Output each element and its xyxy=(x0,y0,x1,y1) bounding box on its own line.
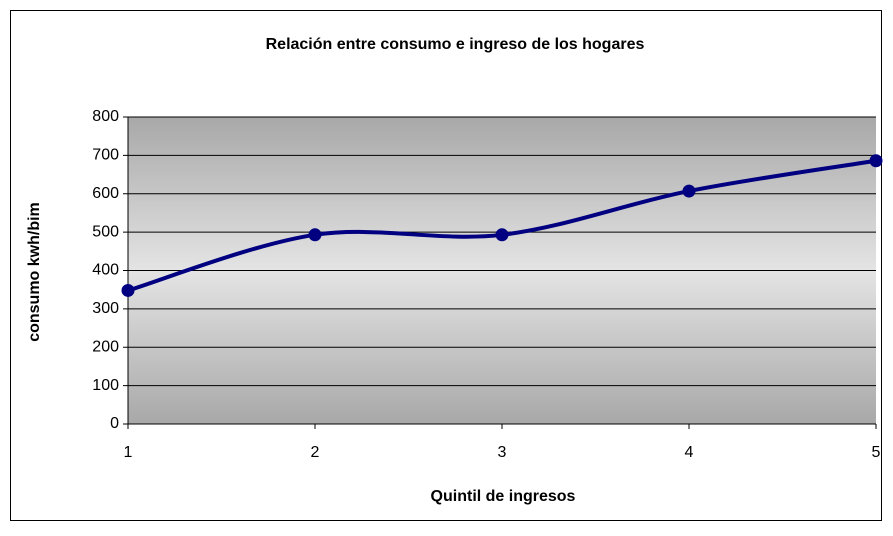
y-tick-label: 800 xyxy=(92,108,119,125)
chart-title: Relación entre consumo e ingreso de los … xyxy=(266,36,645,53)
x-tick-label: 3 xyxy=(498,444,507,461)
data-point xyxy=(495,228,509,242)
data-point xyxy=(682,184,696,198)
x-tick-label: 1 xyxy=(124,444,133,461)
x-tick-label: 5 xyxy=(872,444,881,461)
y-tick-label: 300 xyxy=(92,300,119,317)
data-point xyxy=(308,228,322,242)
y-tick-label: 700 xyxy=(92,147,119,164)
x-tick-label: 2 xyxy=(311,444,320,461)
data-point xyxy=(121,283,135,297)
x-axis-title: Quintil de ingresos xyxy=(431,488,576,505)
y-tick-label: 500 xyxy=(92,223,119,240)
y-tick-label: 400 xyxy=(92,262,119,279)
data-point xyxy=(869,154,883,168)
y-axis-title: consumo kwh/bim xyxy=(26,202,43,342)
y-tick-label: 100 xyxy=(92,377,119,394)
y-tick-label: 600 xyxy=(92,185,119,202)
y-tick-label: 0 xyxy=(110,415,119,432)
y-tick-label: 200 xyxy=(92,338,119,355)
x-tick-label: 4 xyxy=(685,444,694,461)
